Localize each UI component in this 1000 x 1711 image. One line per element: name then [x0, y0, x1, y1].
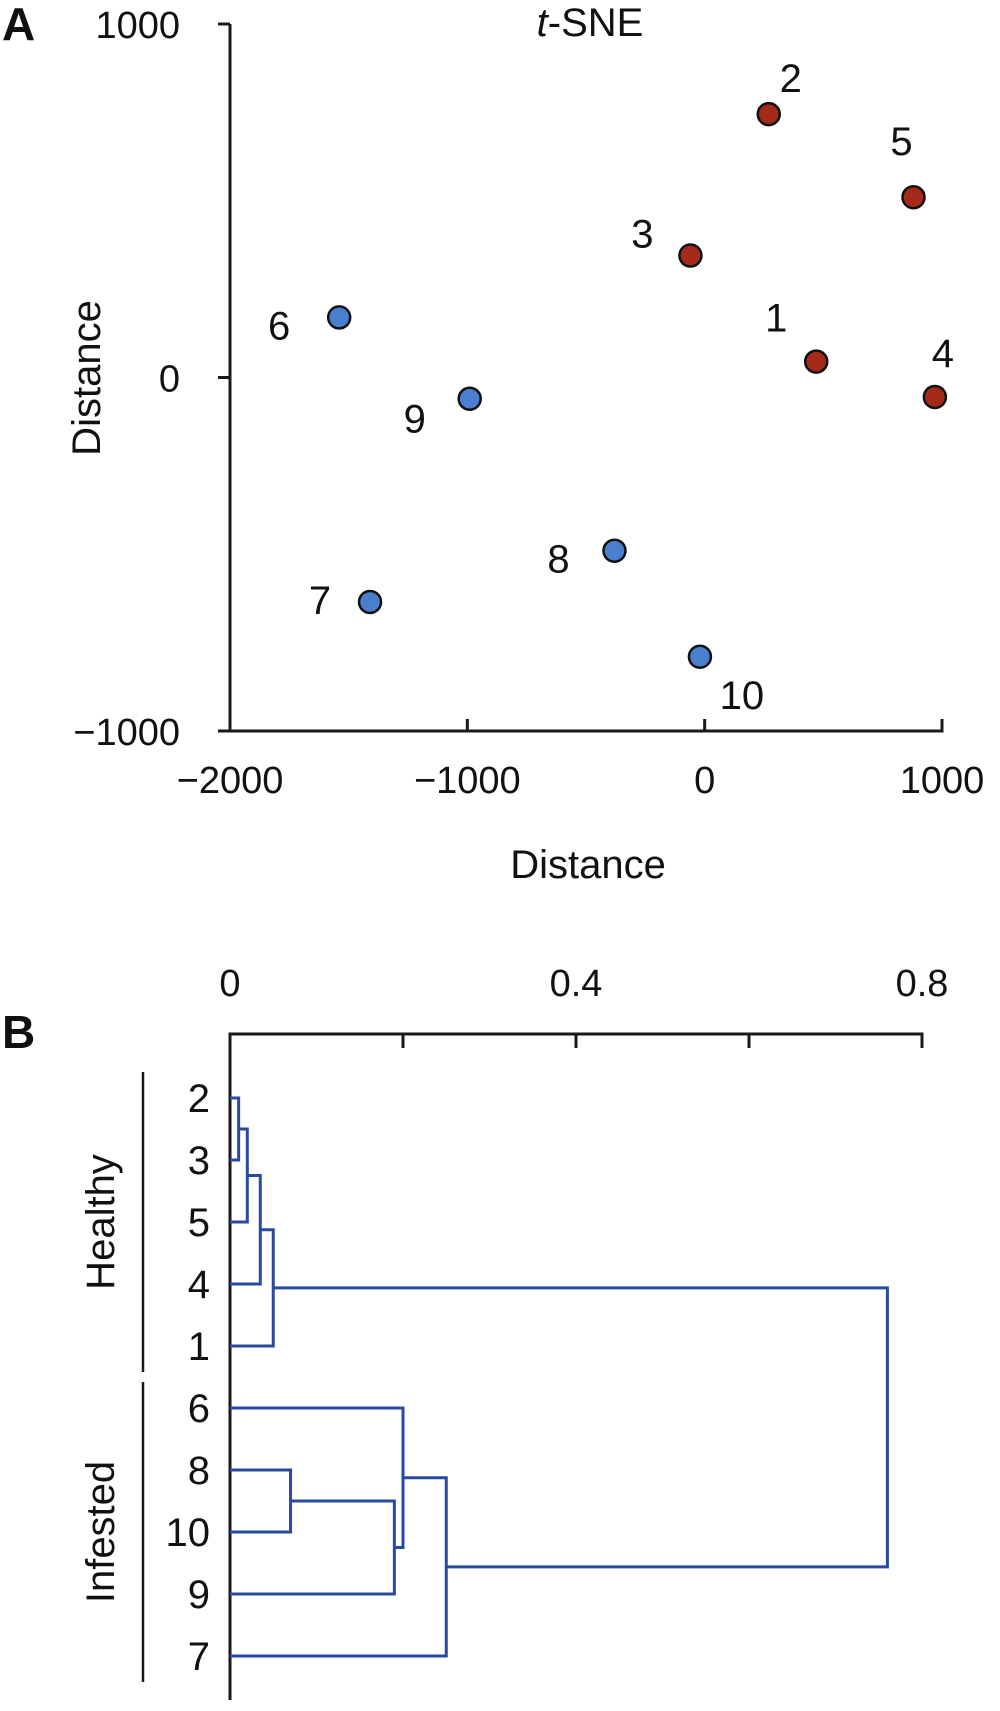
dendrogram-link-4 [230, 1228, 275, 1348]
dendrogram-axis [228, 1032, 924, 1700]
dendrogram-link-3 [230, 1174, 262, 1286]
x-tick-label: −2000 [177, 760, 284, 802]
dendrogram-groups: Healthy Infested [79, 1072, 145, 1682]
x-axis-label: Distance [510, 843, 666, 887]
dendrogram-link-9 [273, 1286, 889, 1569]
y-tick-label: 0 [159, 359, 180, 401]
leaf-label-10: 10 [166, 1511, 211, 1555]
group-label-infested: Infested [79, 1461, 123, 1603]
leaf-label-8: 8 [188, 1449, 210, 1493]
leaf-label-3: 3 [188, 1139, 210, 1183]
leaf-label-2: 2 [188, 1077, 210, 1121]
y-tick-label: −1000 [73, 712, 180, 754]
point-label-3: 3 [631, 213, 653, 257]
point-label-4: 4 [932, 332, 954, 376]
dendrogram-link-6 [230, 1499, 396, 1596]
scatter-point-3 [678, 243, 703, 268]
point-label-1: 1 [765, 297, 787, 341]
scatter-point-4 [922, 384, 948, 410]
point-label-9: 9 [404, 398, 426, 442]
group-label-healthy: Healthy [79, 1154, 123, 1290]
scatter-axis-lines [228, 24, 944, 733]
point-label-6: 6 [268, 304, 290, 348]
y-tick-label: 1000 [95, 5, 180, 47]
dendrogram-ticks: 0 0.4 0.8 [219, 963, 948, 1048]
dendrogram-tick-label: 0.8 [896, 963, 949, 1005]
scatter-point-7 [357, 589, 383, 615]
scatter-points: 1 2 3 4 5 6 7 8 9 10 [268, 57, 954, 718]
leaf-label-6: 6 [188, 1387, 210, 1431]
dendrogram-tick-label: 0 [219, 963, 240, 1005]
panel-b: B 0 0.4 0.8 2 3 5 4 1 6 8 10 9 7 Healthy Infested [2, 963, 948, 1700]
y-axis-label: Distance [65, 300, 109, 456]
dendrogram-tick-label: 0.4 [550, 963, 603, 1005]
panel-b-label: B [2, 1006, 35, 1058]
point-label-7: 7 [309, 579, 331, 623]
point-label-8: 8 [547, 538, 569, 582]
leaf-label-5: 5 [188, 1201, 210, 1245]
dendrogram-axis-lines [228, 1032, 924, 1700]
dendrogram-tree [230, 1096, 889, 1658]
scatter-point-5 [901, 184, 926, 210]
scatter-axes [228, 24, 944, 733]
leaf-label-4: 4 [188, 1263, 210, 1307]
scatter-ticks: −2000 −1000 0 1000 −1000 0 1000 [73, 5, 984, 802]
leaf-label-7: 7 [188, 1635, 210, 1679]
title-rest-part: -SNE [548, 1, 644, 45]
panel-a-title: t-SNE [537, 1, 644, 45]
panel-a-label: A [2, 0, 35, 50]
point-label-10: 10 [720, 674, 765, 718]
dendrogram-link-5 [230, 1468, 293, 1534]
scatter-point-6 [326, 305, 352, 330]
point-label-2: 2 [780, 57, 802, 101]
point-label-5: 5 [890, 120, 912, 164]
scatter-point-2 [756, 101, 781, 127]
scatter-point-10 [687, 644, 713, 670]
scatter-point-8 [602, 538, 627, 563]
leaf-label-9: 9 [188, 1573, 210, 1617]
title-italic-part: t [537, 1, 550, 45]
panel-a: A t-SNE −2000 −1000 0 1000 −1000 0 1000 1 2 3 4 5 6… [2, 0, 984, 887]
x-tick-label: 0 [694, 760, 715, 802]
dendrogram-leaf-labels: 2 3 5 4 1 6 8 10 9 7 [166, 1077, 211, 1679]
dendrogram-link-7 [230, 1406, 405, 1549]
dendrogram-link-8 [230, 1476, 448, 1658]
scatter-point-1 [803, 349, 829, 374]
leaf-label-1: 1 [188, 1325, 210, 1369]
scatter-point-9 [457, 386, 482, 411]
x-tick-label: 1000 [900, 760, 985, 802]
x-tick-label: −1000 [414, 760, 521, 802]
